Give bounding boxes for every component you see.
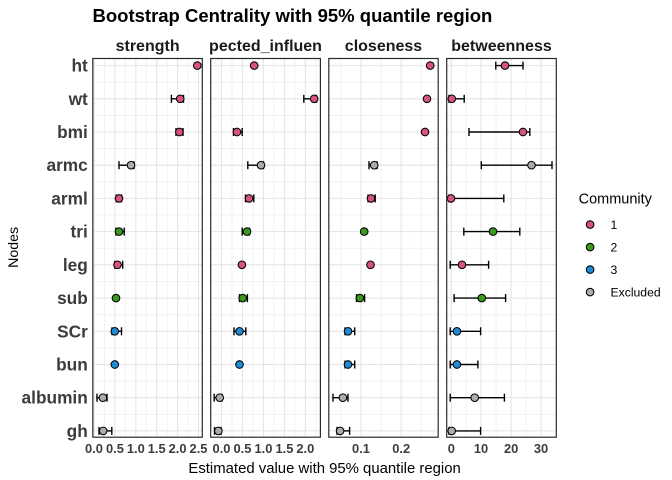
- svg-text:ht: ht: [71, 56, 88, 76]
- svg-text:0.0: 0.0: [213, 441, 231, 456]
- svg-text:1: 1: [611, 218, 618, 232]
- svg-text:Bootstrap Centrality with 95%: Bootstrap Centrality with 95% quantile r…: [93, 5, 493, 26]
- svg-text:wt: wt: [68, 89, 88, 109]
- svg-text:Excluded: Excluded: [611, 285, 661, 299]
- svg-text:strength: strength: [116, 38, 180, 55]
- svg-text:2.0: 2.0: [296, 441, 314, 456]
- svg-text:bmi: bmi: [57, 122, 88, 142]
- svg-text:2.0: 2.0: [169, 441, 187, 456]
- svg-text:armc: armc: [46, 155, 88, 175]
- svg-text:0.0: 0.0: [85, 441, 103, 456]
- svg-text:Estimated value with 95% quant: Estimated value with 95% quantile region: [188, 461, 460, 477]
- svg-text:0.2: 0.2: [392, 441, 410, 456]
- svg-text:3: 3: [611, 263, 618, 277]
- svg-text:0.5: 0.5: [233, 441, 251, 456]
- svg-text:betweenness: betweenness: [451, 38, 552, 55]
- svg-text:Community: Community: [579, 192, 653, 208]
- svg-text:10: 10: [474, 441, 488, 456]
- svg-text:1.0: 1.0: [254, 441, 272, 456]
- svg-text:1.5: 1.5: [148, 441, 166, 456]
- svg-text:30: 30: [534, 441, 548, 456]
- svg-text:0.1: 0.1: [352, 441, 370, 456]
- svg-text:pected_influen: pected_influen: [209, 38, 322, 55]
- svg-text:bun: bun: [56, 355, 88, 375]
- svg-text:0.5: 0.5: [106, 441, 124, 456]
- svg-text:tri: tri: [71, 222, 88, 242]
- svg-text:0: 0: [448, 441, 455, 456]
- svg-text:2: 2: [611, 240, 618, 254]
- svg-text:20: 20: [504, 441, 518, 456]
- svg-text:SCr: SCr: [57, 321, 88, 341]
- svg-text:1.0: 1.0: [127, 441, 145, 456]
- svg-text:Nodes: Nodes: [6, 227, 22, 268]
- svg-text:2.5: 2.5: [190, 441, 208, 456]
- svg-text:sub: sub: [57, 288, 88, 308]
- svg-text:leg: leg: [63, 255, 88, 275]
- svg-text:1.5: 1.5: [275, 441, 293, 456]
- svg-text:gh: gh: [67, 421, 88, 441]
- svg-text:closeness: closeness: [345, 38, 422, 55]
- svg-text:arml: arml: [51, 188, 88, 208]
- svg-text:albumin: albumin: [22, 388, 88, 408]
